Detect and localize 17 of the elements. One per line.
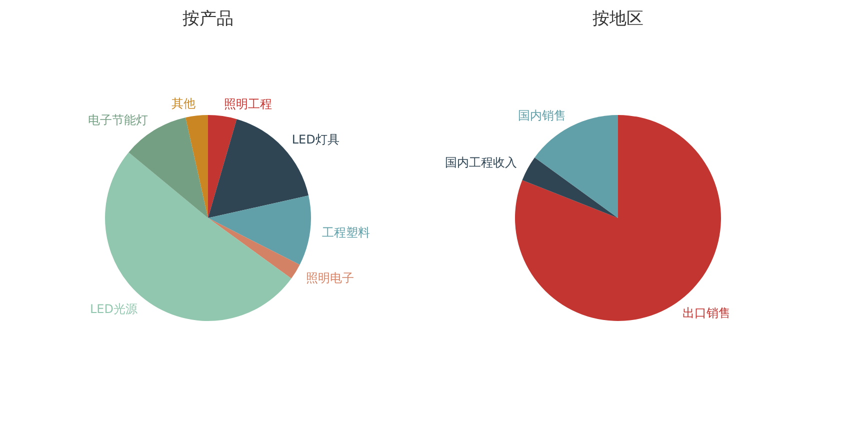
chart-title: 按地区 (592, 9, 644, 29)
slice-label: 照明工程 (224, 97, 272, 112)
pie-slice (208, 115, 237, 218)
slice-label: 工程塑料 (322, 225, 370, 240)
pie-slice (208, 218, 300, 279)
slice-label: 国内销售 (518, 108, 566, 123)
slice-label: 出口销售 (682, 306, 731, 320)
pie-slice (186, 115, 208, 218)
pie-slice (522, 157, 618, 218)
slice-label: 电子节能灯 (88, 112, 148, 127)
slice-label: LED灯具 (292, 132, 340, 146)
slice-label: 国内工程收入 (445, 156, 518, 170)
chart-title: 按产品 (182, 9, 234, 29)
slice-label: 其他 (171, 96, 196, 111)
pie-slice (208, 196, 311, 265)
slice-label: LED光源 (90, 302, 138, 316)
slice-label: 照明电子 (306, 271, 354, 286)
